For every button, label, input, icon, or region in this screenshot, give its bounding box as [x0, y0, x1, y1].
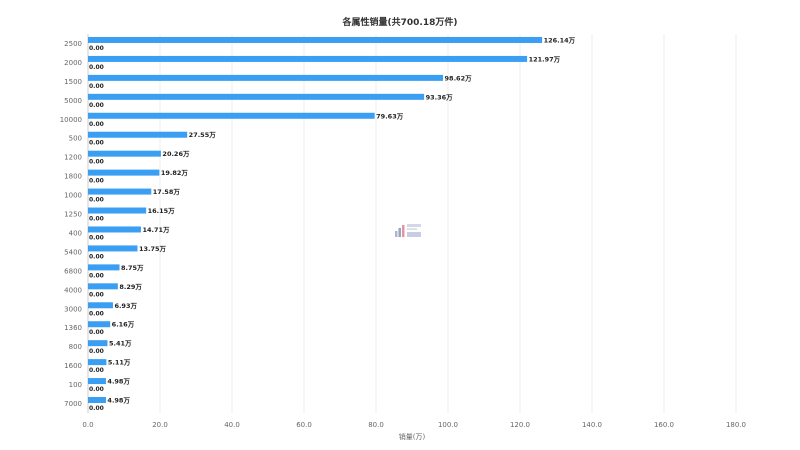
- zero-value-label: 0.00: [89, 64, 104, 71]
- category-label: 400: [69, 229, 82, 237]
- category-label: 6800: [64, 267, 82, 275]
- zero-value-label: 0.00: [89, 329, 104, 336]
- zero-value-label: 0.00: [89, 405, 104, 412]
- category-label: 800: [69, 343, 82, 351]
- bar: [88, 245, 138, 252]
- chart-title: 各属性销量(共700.18万件): [342, 18, 458, 28]
- zero-value-label: 0.00: [89, 386, 104, 393]
- bar: [88, 283, 118, 290]
- category-label: 1200: [64, 154, 82, 162]
- category-label: 10000: [60, 116, 82, 124]
- bar: [88, 150, 161, 157]
- zero-value-label: 0.00: [89, 272, 104, 279]
- bar: [88, 36, 543, 43]
- bar: [88, 207, 147, 214]
- category-label: 500: [69, 135, 82, 143]
- bar-value-label: 98.62万: [445, 74, 473, 82]
- bar-value-label: 16.15万: [148, 207, 176, 215]
- zero-value-label: 0.00: [89, 216, 104, 223]
- x-tick-label: 140.0: [582, 421, 602, 429]
- bar: [88, 112, 375, 119]
- category-label: 1500: [64, 78, 82, 86]
- zero-value-label: 0.00: [89, 234, 104, 241]
- bar-value-label: 8.29万: [119, 283, 142, 291]
- category-label: 7000: [64, 400, 82, 408]
- bar-value-label: 121.97万: [529, 55, 561, 63]
- zero-value-label: 0.00: [89, 348, 104, 355]
- zero-value-label: 0.00: [89, 121, 104, 128]
- bar: [88, 378, 106, 385]
- category-label: 1000: [64, 192, 82, 200]
- bar-value-label: 4.98万: [107, 378, 130, 386]
- bar-value-label: 5.41万: [109, 340, 132, 348]
- zero-value-label: 0.00: [89, 159, 104, 166]
- category-label: 3000: [64, 305, 82, 313]
- bar: [88, 188, 152, 195]
- category-label: 1250: [64, 211, 82, 219]
- bar: [88, 74, 444, 81]
- category-label: 5400: [64, 248, 82, 256]
- bar: [88, 169, 160, 176]
- bar-value-label: 13.75万: [139, 245, 167, 253]
- category-label: 1800: [64, 173, 82, 181]
- bar: [88, 264, 120, 271]
- x-tick-label: 40.0: [224, 421, 240, 429]
- bar-value-label: 14.71万: [142, 226, 170, 234]
- zero-value-label: 0.00: [89, 197, 104, 204]
- category-label: 1600: [64, 362, 82, 370]
- x-tick-label: 20.0: [152, 421, 168, 429]
- bar-value-label: 4.98万: [107, 397, 130, 405]
- x-tick-label: 180.0: [726, 421, 746, 429]
- bar-value-label: 79.63万: [376, 112, 404, 120]
- bar-value-label: 93.36万: [426, 93, 454, 101]
- x-tick-label: 80.0: [368, 421, 384, 429]
- bar-logo-icon: [395, 224, 421, 237]
- bar-value-label: 19.82万: [161, 169, 189, 177]
- zero-value-label: 0.00: [89, 291, 104, 298]
- zero-value-label: 0.00: [89, 102, 104, 109]
- bar: [88, 55, 528, 62]
- bar-value-label: 20.26万: [162, 150, 190, 158]
- bar: [88, 131, 188, 138]
- bar: [88, 340, 108, 347]
- category-label: 5000: [64, 97, 82, 105]
- category-label: 4000: [64, 286, 82, 294]
- bar: [88, 397, 106, 404]
- x-tick-label: 160.0: [654, 421, 674, 429]
- zero-value-label: 0.00: [89, 253, 104, 260]
- zero-value-label: 0.00: [89, 45, 104, 52]
- bar: [88, 321, 111, 328]
- x-tick-label: 60.0: [296, 421, 312, 429]
- zero-value-label: 0.00: [89, 140, 104, 147]
- category-label: 100: [69, 381, 82, 389]
- bar-value-label: 126.14万: [544, 36, 576, 44]
- category-label: 2000: [64, 59, 82, 67]
- x-tick-label: 0.0: [82, 421, 93, 429]
- bar-value-label: 6.93万: [114, 302, 137, 310]
- bar: [88, 359, 107, 366]
- x-tick-label: 120.0: [510, 421, 530, 429]
- x-axis-title: 销量(万): [399, 432, 426, 441]
- bar-value-label: 6.16万: [112, 321, 135, 329]
- bar: [88, 302, 113, 309]
- zero-value-label: 0.00: [89, 178, 104, 185]
- category-label: 2500: [64, 40, 82, 48]
- x-tick-label: 100.0: [438, 421, 458, 429]
- bar: [88, 93, 425, 100]
- zero-value-label: 0.00: [89, 367, 104, 374]
- bar-value-label: 17.58万: [153, 188, 181, 196]
- bar-value-label: 27.55万: [189, 131, 217, 139]
- category-label: 1360: [64, 324, 82, 332]
- bar-value-label: 5.11万: [108, 359, 131, 367]
- bar: [88, 226, 141, 233]
- zero-value-label: 0.00: [89, 83, 104, 90]
- bar-value-label: 8.75万: [121, 264, 144, 272]
- zero-value-label: 0.00: [89, 310, 104, 317]
